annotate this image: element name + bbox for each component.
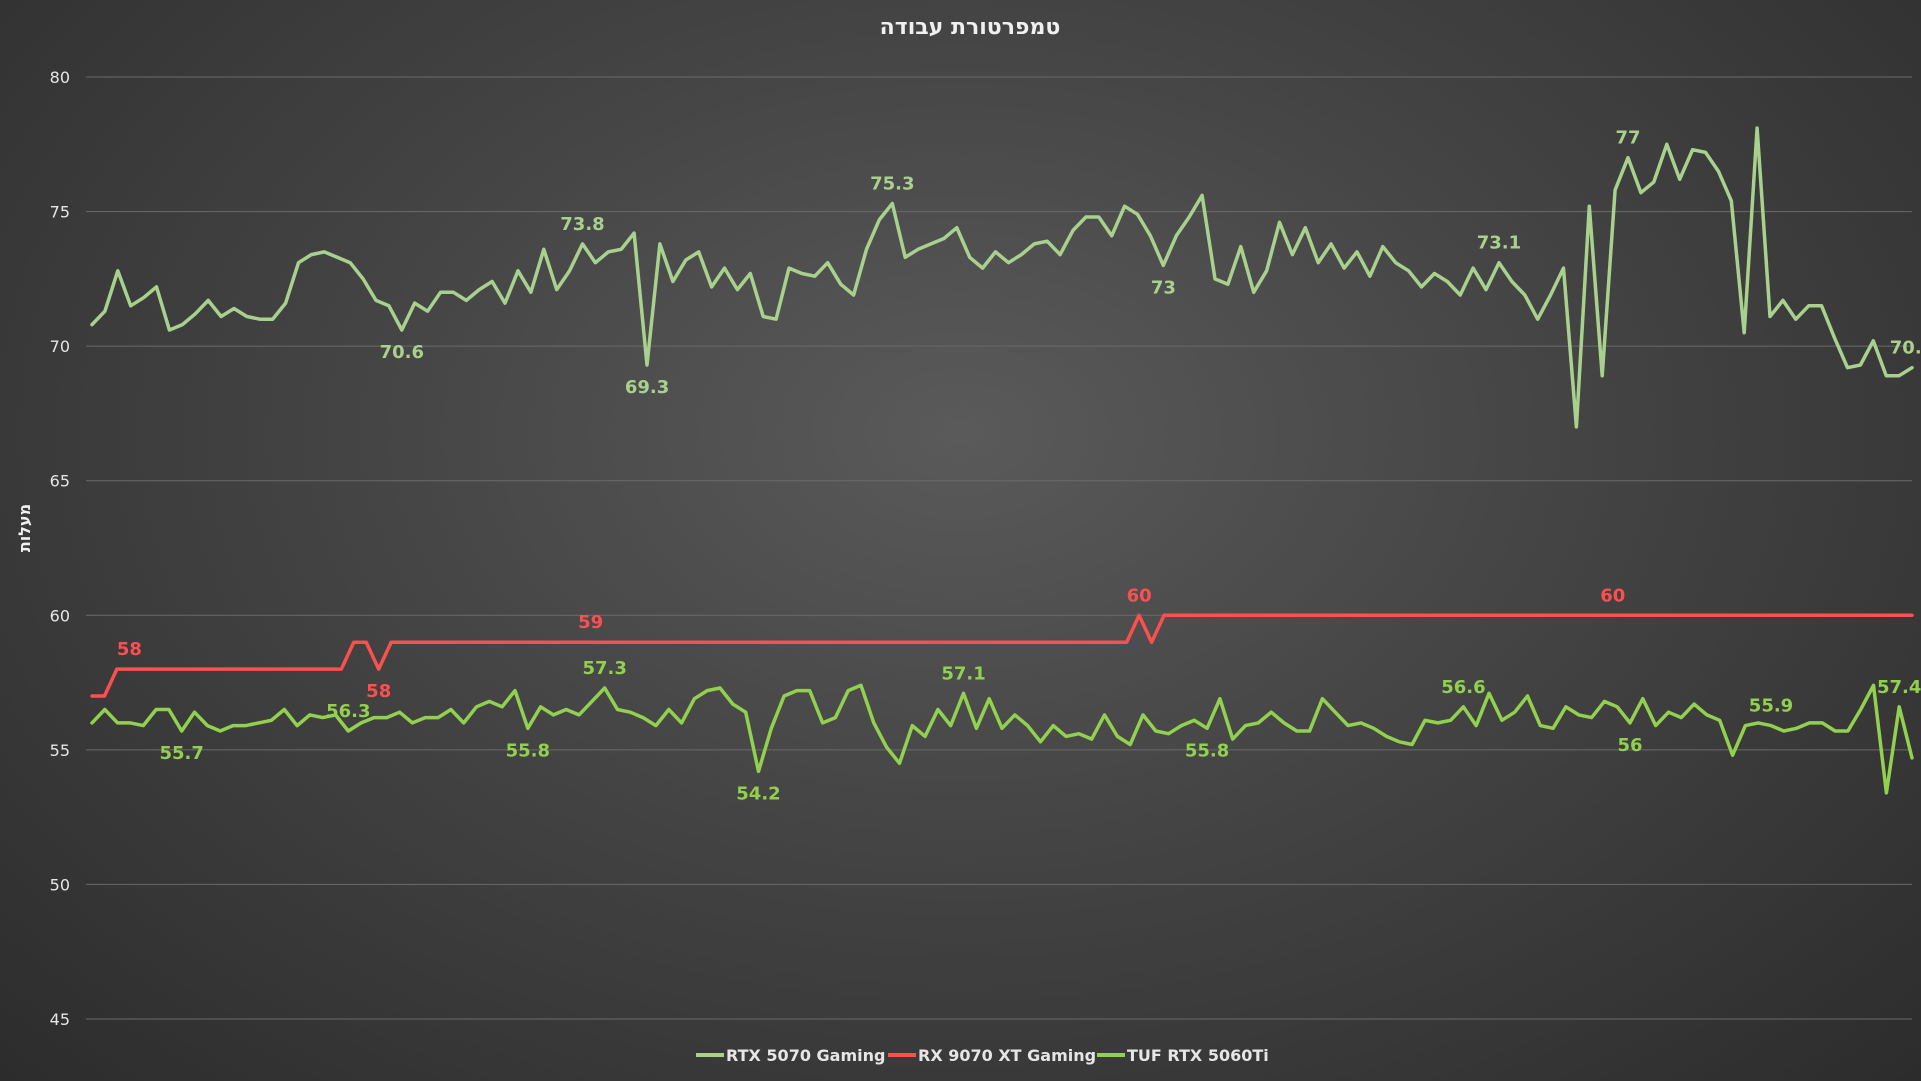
data-label: 70.6 bbox=[380, 342, 424, 363]
series-lines bbox=[90, 126, 1914, 795]
y-tick-label: 80 bbox=[50, 68, 70, 87]
data-label: 70.2 bbox=[1890, 338, 1921, 359]
chart-title: טמפרטורת עבודה bbox=[880, 15, 1061, 40]
legend-entry: RX 9070 XT Gaming bbox=[918, 1046, 1096, 1065]
series-line-0 bbox=[90, 126, 1914, 429]
data-label: 57.4 bbox=[1877, 677, 1921, 698]
data-labels: 70.6 73.8 69.3 75.3 73 73.1 77 70.2 58 58 59 60 60 55… bbox=[117, 128, 1921, 805]
data-label: 54.2 bbox=[736, 783, 780, 804]
y-tick-label: 70 bbox=[50, 337, 70, 356]
series-line-1 bbox=[90, 613, 1914, 698]
legend: RTX 5070 Gaming RX 9070 XT Gaming TUF RTX … bbox=[696, 1046, 1269, 1065]
data-label: 59 bbox=[578, 612, 603, 633]
data-label: 58 bbox=[366, 681, 391, 702]
data-label: 77 bbox=[1615, 128, 1640, 149]
gridlines bbox=[86, 76, 1912, 1020]
data-label: 57.3 bbox=[582, 658, 626, 679]
legend-entry: RTX 5070 Gaming bbox=[726, 1046, 885, 1065]
y-tick-label: 45 bbox=[50, 1010, 70, 1029]
y-axis-ticks: 45 50 55 60 65 70 75 80 bbox=[50, 68, 70, 1029]
data-label: 69.3 bbox=[625, 377, 669, 398]
data-label: 60 bbox=[1127, 585, 1152, 606]
data-label: 58 bbox=[117, 639, 142, 660]
y-tick-label: 60 bbox=[50, 606, 70, 625]
data-label: 55.8 bbox=[1185, 740, 1229, 761]
legend-entry: TUF RTX 5060Ti bbox=[1127, 1046, 1269, 1065]
series-line-2 bbox=[90, 683, 1914, 795]
data-label: 73.8 bbox=[560, 214, 604, 235]
y-axis-label: מעלות bbox=[15, 504, 34, 552]
data-label: 60 bbox=[1600, 585, 1625, 606]
data-label: 73 bbox=[1151, 277, 1176, 298]
data-label: 57.1 bbox=[941, 663, 985, 684]
data-label: 56 bbox=[1617, 735, 1642, 756]
data-label: 75.3 bbox=[870, 173, 914, 194]
data-label: 73.1 bbox=[1477, 233, 1521, 254]
y-tick-label: 75 bbox=[50, 203, 70, 222]
data-label: 56.6 bbox=[1441, 677, 1485, 698]
data-label: 56.3 bbox=[326, 701, 370, 722]
data-label: 55.8 bbox=[506, 740, 550, 761]
data-label: 55.9 bbox=[1749, 696, 1793, 717]
y-tick-label: 50 bbox=[50, 875, 70, 894]
y-tick-label: 55 bbox=[50, 741, 70, 760]
y-tick-label: 65 bbox=[50, 472, 70, 491]
data-label: 55.7 bbox=[160, 743, 204, 764]
